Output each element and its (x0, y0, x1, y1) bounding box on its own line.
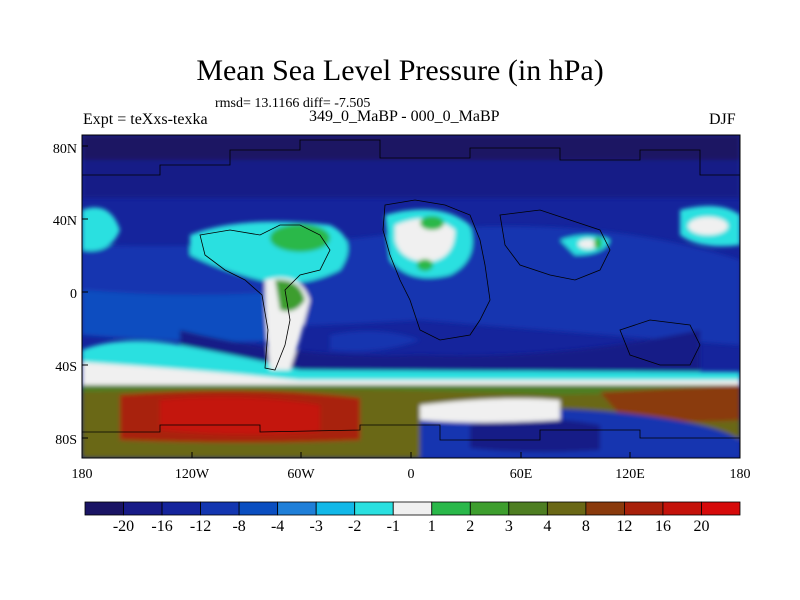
colorbar-label-6: -2 (348, 518, 362, 535)
lon-label-120w: 120W (174, 467, 210, 482)
continent-outlines (82, 139, 740, 441)
south-high-east (600, 385, 740, 422)
experiment-label: Expt = teXxs-texka (83, 111, 208, 128)
antarctic-low-core (470, 418, 600, 453)
lon-label-180w: 180 (71, 467, 93, 482)
south-midlat-low (180, 330, 700, 377)
colorbar-label-11: 4 (543, 518, 552, 535)
lon-label-60w: 60W (287, 467, 315, 482)
tropical-east-pacific (82, 290, 300, 342)
lat-label-80n: 80N (52, 142, 77, 157)
lon-label-60e: 60E (509, 467, 533, 482)
south-high-core (160, 396, 320, 435)
lat-label-40n: 40N (52, 214, 77, 229)
north-pacific-white (688, 217, 728, 235)
colorbar-label-2: -12 (189, 518, 212, 535)
africa-green (420, 216, 444, 230)
africa-green-2 (417, 259, 433, 271)
north-america-green (270, 224, 330, 252)
africa-white (395, 218, 455, 262)
lon-label-0: 0 (407, 467, 415, 482)
colorbar-label-10: 3 (504, 518, 513, 535)
latitude-tick-marks (82, 145, 88, 439)
colorbar-label-4: -4 (270, 518, 285, 535)
lat-label-40s: 40S (55, 360, 77, 375)
colorbar-label-8: 1 (427, 518, 436, 535)
colorbar-label-0: -20 (112, 518, 135, 535)
colorbar-label-14: 16 (654, 518, 671, 535)
antarctic-white (420, 398, 560, 423)
colorbar-label-5: -3 (309, 518, 323, 535)
colorbar-label-1: -16 (151, 518, 173, 535)
colorbar-label-7: -1 (386, 518, 400, 535)
longitude-tick-marks (81, 452, 741, 458)
colorbar-label-3: -8 (232, 518, 246, 535)
colorbar-label-15: 20 (693, 518, 710, 535)
asia-green (594, 237, 602, 249)
season-label: DJF (709, 111, 736, 128)
period-label: 349_0_MaBP - 000_0_MaBP (309, 108, 500, 125)
north-midlat-region (82, 160, 740, 198)
colorbar-label-13: 12 (616, 518, 633, 535)
rmsd-diff-stats: rmsd= 13.1166 diff= -7.505 (215, 96, 371, 111)
lat-label-0: 0 (70, 287, 77, 302)
north-pacific-cyan (82, 207, 120, 251)
lon-label-180e: 180 (729, 467, 751, 482)
lat-label-80s: 80S (55, 433, 77, 448)
colorbar-label-12: 8 (581, 518, 590, 535)
south-atlantic-blue (330, 331, 420, 352)
asia-white (578, 239, 598, 249)
colorbar-label-9: 2 (466, 518, 475, 535)
south-america-green (275, 279, 305, 312)
chart-title: Mean Sea Level Pressure (in hPa) (196, 54, 604, 87)
lon-label-120e: 120E (615, 467, 645, 482)
